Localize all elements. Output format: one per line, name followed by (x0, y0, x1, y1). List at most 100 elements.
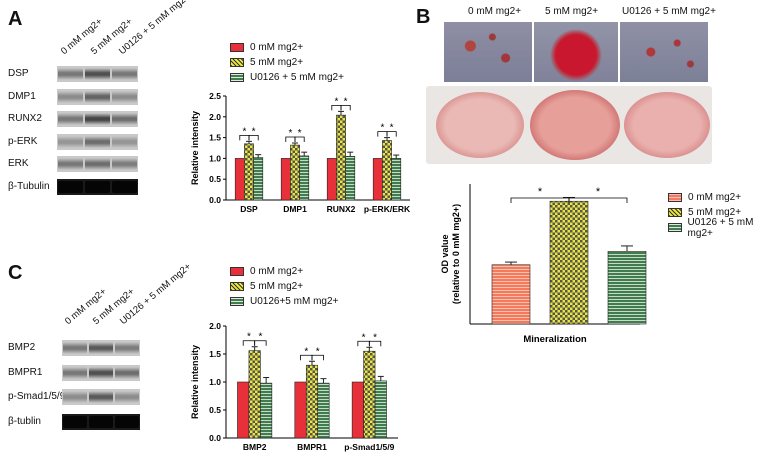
wb-row-label: p-Smad1/5/9 (8, 391, 66, 402)
y-tick-label: 2.0 (209, 112, 221, 122)
wb-band (85, 90, 110, 103)
y-tick-label: 2.0 (209, 321, 221, 331)
wb-band-strip (62, 364, 140, 381)
wb-band (58, 68, 83, 80)
wb-band (63, 391, 87, 403)
well-0 (436, 92, 524, 158)
bar (317, 382, 330, 439)
bar (244, 143, 254, 201)
photo-label-2: U0126 + 5 mM mg2+ (622, 6, 716, 17)
y-tick-label: 2.5 (209, 91, 221, 101)
legend-c-label-1: 5 mM mg2+ (250, 281, 304, 292)
wb-row-label: DMP1 (8, 90, 36, 102)
sig-star: * (362, 332, 366, 343)
y-axis-label: Relative intensity (190, 111, 200, 185)
y-tick-label: 0.5 (209, 405, 221, 415)
bar (374, 380, 387, 439)
legend-c-item: U0126+5 mM mg2+ (230, 294, 338, 309)
bar (382, 140, 392, 201)
legend-c-item: 0 mM mg2+ (230, 264, 338, 279)
bar (391, 158, 402, 201)
wb-band (63, 342, 87, 354)
y-axis-label-2: (relative to 0 mM mg2+) (451, 204, 461, 304)
sig-star: * (538, 186, 543, 198)
wb-band (115, 391, 139, 403)
wb-band (85, 180, 110, 193)
sig-bracket (568, 197, 628, 203)
wb-band (115, 342, 139, 354)
bar (294, 381, 307, 439)
x-tick-label: BMPR1 (297, 442, 327, 452)
legend-b-label-0: 0 mM mg2+ (688, 192, 742, 203)
wb-band (89, 366, 113, 379)
well-2 (624, 92, 710, 158)
legend-c-label-2: U0126+5 mM mg2+ (250, 296, 339, 307)
wb-row-label: ERK (8, 158, 29, 169)
sig-bracket (311, 354, 324, 361)
bar (336, 114, 346, 201)
wb-band (85, 113, 110, 125)
wb-band-strip (57, 178, 138, 195)
y-tick-label: 0.5 (209, 174, 221, 184)
sig-star: * (252, 126, 256, 137)
sig-bracket (386, 131, 397, 137)
wb-band (89, 415, 113, 428)
wb-band (58, 180, 83, 193)
bar (607, 251, 647, 325)
legend-c: 0 mM mg2+ 5 mM mg2+ U0126+5 mM mg2+ (230, 264, 338, 309)
wb-band (58, 158, 83, 170)
legend-a-item: 0 mM mg2+ (230, 40, 344, 55)
wb-band (112, 68, 137, 80)
wb-row-label: BMP2 (8, 342, 36, 353)
x-tick-label: DSP (240, 204, 258, 214)
bar (253, 157, 264, 201)
bar (491, 264, 531, 325)
bar (290, 144, 300, 201)
micrograph-0 (444, 22, 532, 82)
panel-letter-a: A (8, 8, 23, 30)
wb-band (85, 135, 110, 148)
wb-band-strip (57, 133, 138, 150)
wb-band-strip (62, 340, 140, 356)
bar (326, 158, 337, 201)
sig-star: * (242, 126, 246, 137)
legend-a-item: U0126 + 5 mM mg2+ (230, 70, 344, 85)
wb-row-label: p-ERK (8, 135, 38, 147)
bar (549, 200, 589, 325)
wb-band-strip (57, 156, 138, 172)
chart-c: 0.0 0.5 1.0 1.5 2.0 Relative intensity * * BMP2 *… (190, 321, 398, 452)
wb-band (89, 391, 113, 403)
legend-c-item: 5 mM mg2+ (230, 279, 338, 294)
panel-letter-c: C (8, 262, 23, 284)
well-1 (530, 90, 620, 160)
legend-a: 0 mM mg2+ 5 mM mg2+ U0126 + 5 mM mg2+ (230, 40, 344, 85)
well-plate-photo (426, 86, 712, 164)
wb-band (63, 366, 87, 379)
sig-bracket (368, 340, 382, 347)
sig-star: * (390, 123, 394, 134)
y-tick-label: 1.5 (209, 349, 221, 359)
legend-b-item: 0 mM mg2+ (668, 190, 778, 205)
sig-star: * (304, 346, 308, 357)
bar (299, 155, 310, 201)
legend-c-label-0: 0 mM mg2+ (250, 266, 304, 277)
panel-letter-b: B (416, 6, 431, 28)
y-axis-label: Relative intensity (190, 345, 200, 419)
bar (248, 350, 261, 439)
wb-band (63, 415, 87, 428)
wb-band (85, 68, 110, 80)
wb-band-strip (57, 66, 138, 82)
wb-band (112, 135, 137, 148)
wb-band (85, 158, 110, 170)
micrograph-1 (534, 22, 618, 82)
x-tick-label: DMP1 (283, 204, 307, 214)
bar (305, 364, 319, 439)
sig-star: * (316, 346, 320, 357)
sig-star: * (288, 128, 292, 139)
wb-band (115, 415, 139, 428)
micrograph-2 (620, 22, 708, 82)
y-tick-label: 1.0 (209, 153, 221, 163)
x-tick-label: p-Smad1/5/9 (344, 442, 394, 452)
bar (372, 158, 383, 201)
bar (345, 156, 356, 201)
